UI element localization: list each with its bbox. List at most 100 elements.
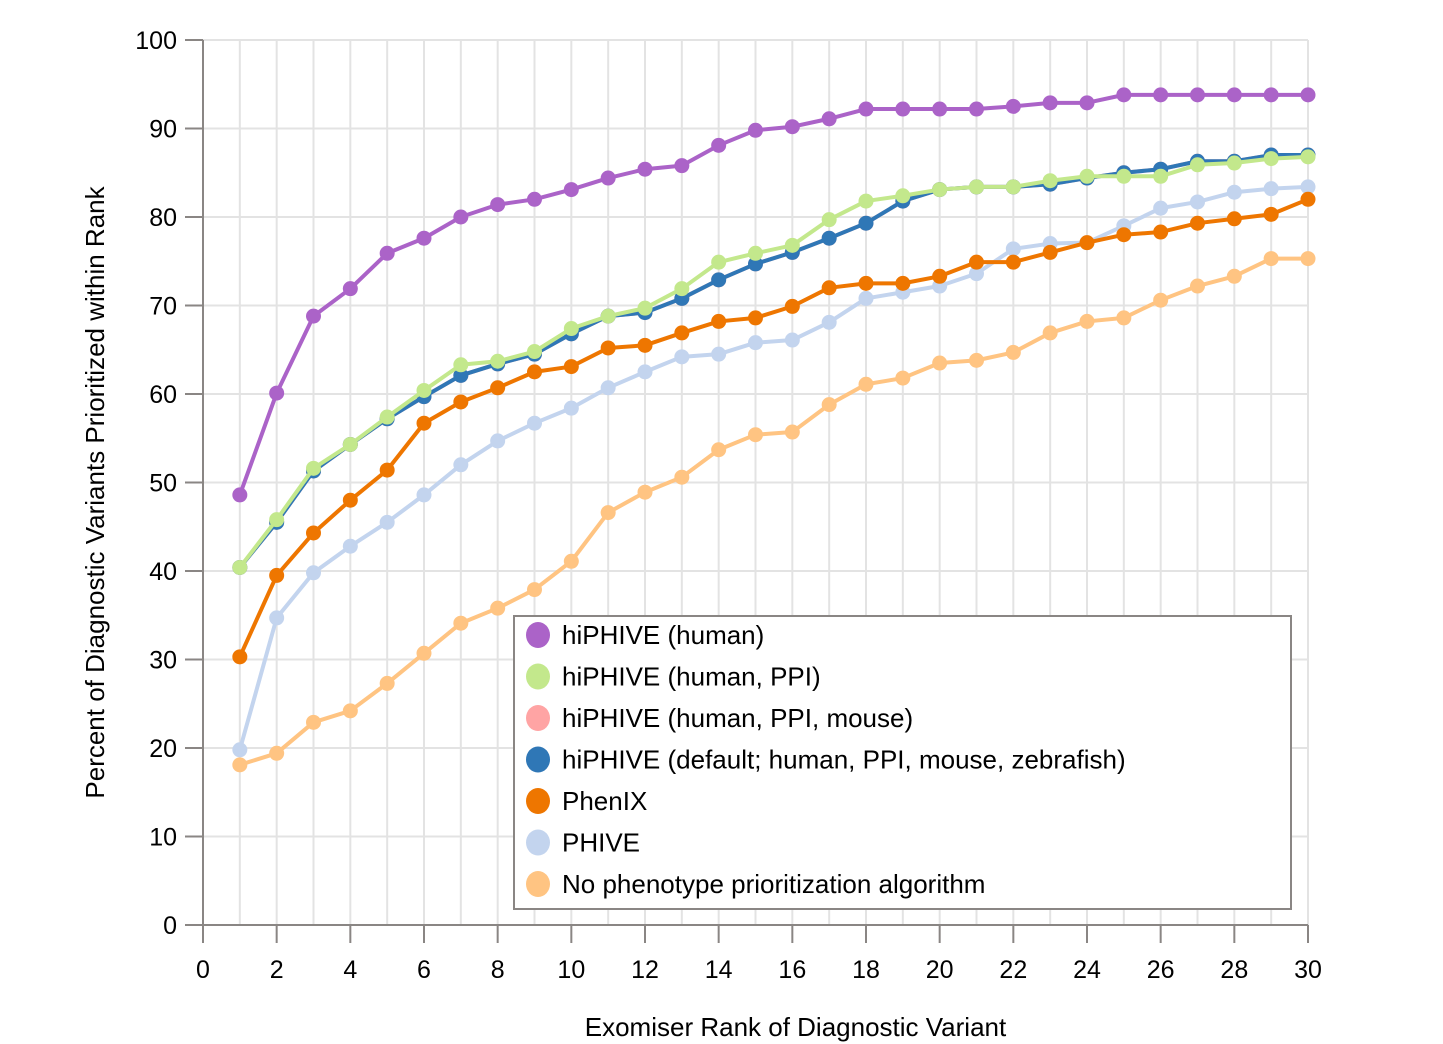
data-point [232,742,248,758]
data-point [563,182,579,198]
series-hiphive-human-ppi [232,149,1316,575]
data-point [895,188,911,204]
data-point [1300,251,1316,267]
data-point [490,197,506,213]
data-point [1226,211,1242,227]
data-point [1190,157,1205,173]
data-point [969,179,984,195]
x-tick-label: 26 [1147,956,1175,984]
data-point [563,400,579,416]
data-point [1153,224,1169,240]
series-hiphive-human [232,87,1316,503]
legend-marker-icon [526,788,550,814]
data-point [453,357,469,373]
data-point [453,209,469,225]
data-point [416,645,432,661]
data-point [1300,87,1316,103]
data-point [711,272,727,288]
data-point [1300,179,1316,195]
legend-label: No phenotype prioritization algorithm [562,869,985,899]
y-tick-label: 0 [163,912,177,940]
y-tick-label: 10 [149,824,177,852]
data-point [342,281,358,297]
data-point [1263,151,1279,167]
data-point [563,553,579,569]
data-point [674,325,690,341]
y-tick-label: 90 [149,116,177,144]
data-point [1263,251,1279,267]
data-point [600,308,616,324]
y-tick-label: 20 [149,735,177,763]
data-point [637,484,653,500]
data-point [1005,254,1021,270]
legend-marker-icon [526,663,550,690]
x-tick-label: 16 [778,956,806,984]
data-point [748,427,763,443]
data-point [306,565,321,581]
x-tick-label: 22 [999,956,1027,984]
data-point [416,487,432,503]
data-point [748,256,763,272]
data-point [674,158,690,174]
x-tick-label: 4 [343,956,357,984]
data-point [821,230,837,246]
data-point [490,600,506,616]
data-point [269,512,285,528]
data-point [1005,344,1021,360]
data-point [490,353,506,369]
data-point [821,280,837,296]
series-layer [232,87,1316,773]
legend-label: hiPHIVE (human, PPI, mouse) [562,703,913,733]
data-point [342,492,358,508]
x-tick-label: 14 [705,956,733,984]
data-point [232,757,248,773]
series-line [238,154,1309,569]
data-point [269,385,285,401]
data-point [637,161,653,177]
series-phenix [232,191,1316,665]
data-point [1190,87,1205,103]
data-point [527,191,542,207]
data-point [379,462,395,478]
y-tick-label: 100 [135,27,177,55]
data-point [637,300,653,316]
data-point [711,254,727,270]
data-point [453,367,469,383]
y-tick-label: 60 [149,381,177,409]
data-point [858,101,874,117]
x-tick-label: 30 [1294,956,1322,984]
data-point [379,409,395,425]
data-point [527,582,542,598]
x-tick-label: 24 [1073,956,1101,984]
legend-marker-icon [526,746,550,773]
data-point [1042,325,1058,341]
data-point [416,382,432,398]
data-point [563,321,579,337]
legend-item: PHIVE [526,828,640,858]
legend-item: PhenIX [526,786,647,816]
data-point [1116,310,1132,326]
data-point [600,340,616,356]
data-point [1079,313,1095,329]
series-no-phenotype-prioritization-algorithm [232,251,1316,773]
data-point [784,237,800,253]
data-point [821,314,837,330]
data-point [342,436,358,452]
data-point [674,469,690,485]
data-point [1190,194,1205,210]
data-point [858,193,874,209]
data-point [600,380,616,396]
data-point [784,298,800,314]
data-point [306,308,321,324]
data-point [748,245,763,261]
data-point [895,370,911,386]
data-point [674,349,690,365]
data-point [1190,215,1205,231]
data-point [821,212,837,228]
data-point [232,559,248,575]
legend-item: hiPHIVE (human, PPI) [526,662,821,692]
data-point [1153,292,1169,308]
x-tick-label: 2 [270,956,284,984]
x-tick-label: 12 [631,956,659,984]
